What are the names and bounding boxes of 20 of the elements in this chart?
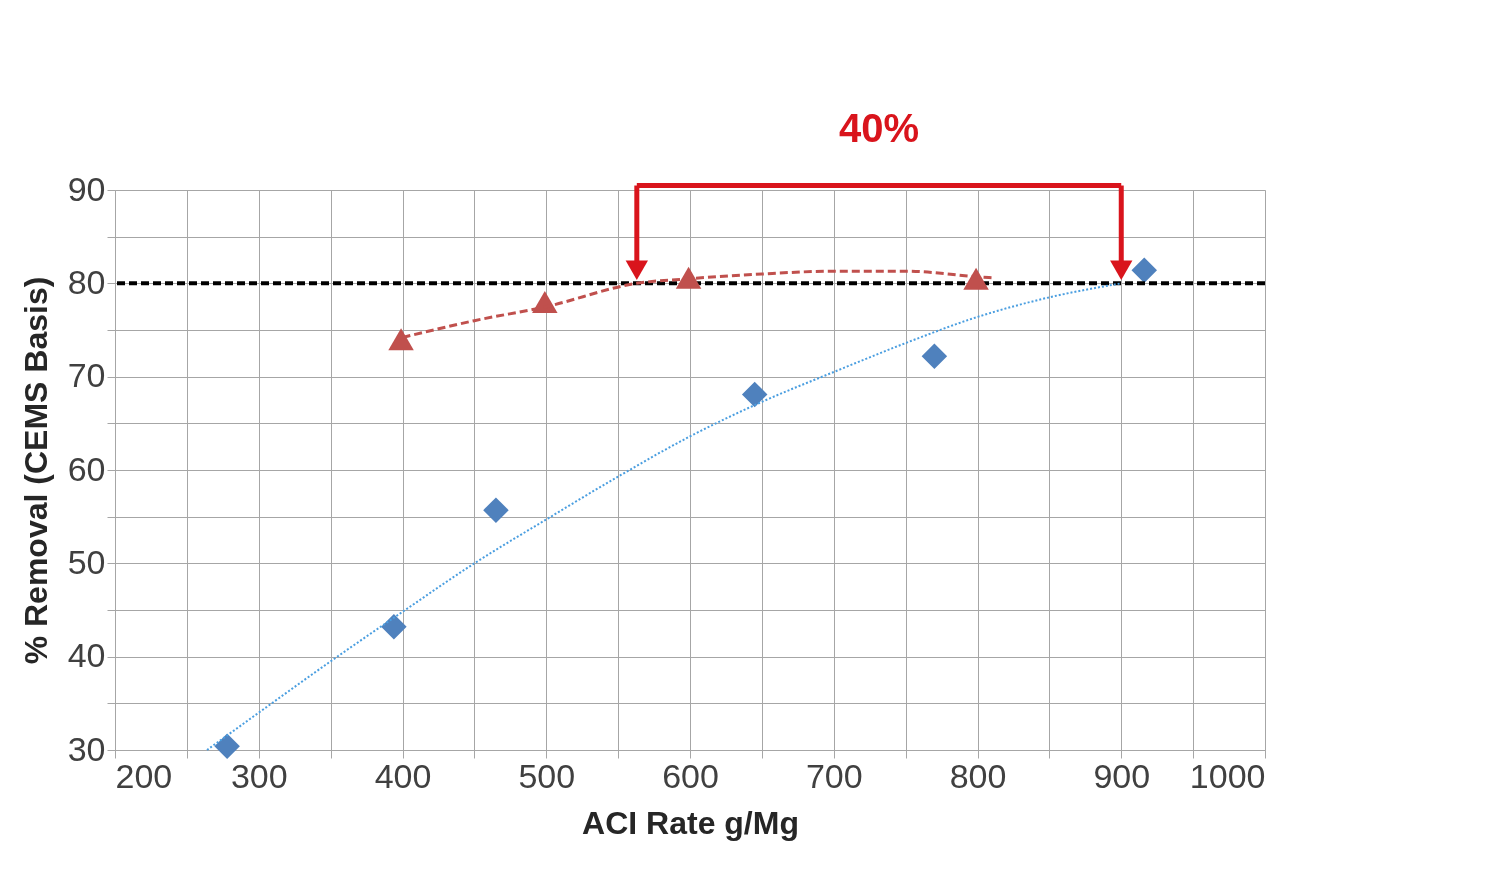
y-tick-label: 60 (67, 449, 106, 488)
y-tick-label: 40 (67, 636, 106, 675)
x-tick-label: 500 (518, 756, 576, 795)
x-tick-label: 800 (949, 756, 1007, 795)
y-axis-title: % Removal (CEMS Basis) (17, 276, 54, 665)
text: 40% (839, 106, 920, 150)
y-tick-label: 80 (67, 262, 106, 301)
line-series (206, 282, 1123, 751)
x-tick-label: 200 (115, 756, 173, 795)
x-axis-title: ACI Rate g/Mg (582, 804, 799, 841)
x-tick-label: 400 (374, 756, 432, 795)
x-tick-label: 600 (662, 756, 719, 795)
x-tick-label: 700 (805, 756, 863, 795)
y-tick-label: 70 (67, 356, 106, 395)
y-tick-label: 30 (67, 729, 106, 768)
y-tick-label: 50 (67, 542, 106, 581)
y-tick-label: 90 (67, 169, 106, 208)
x-tick-label: 1000 (1189, 756, 1266, 795)
x-tick-label: 900 (1093, 756, 1151, 795)
x-tick-label: 300 (230, 756, 288, 795)
